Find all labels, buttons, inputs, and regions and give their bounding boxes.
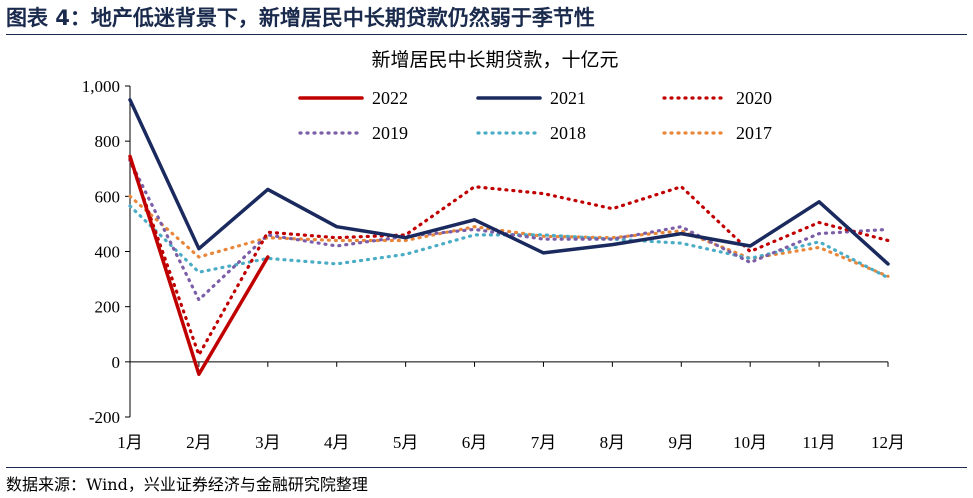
title-rule <box>6 34 967 35</box>
legend-label-2019: 2019 <box>372 123 408 143</box>
x-tick-label: 8月 <box>600 433 626 452</box>
series-group <box>128 98 890 376</box>
x-tick-label: 6月 <box>462 433 488 452</box>
x-tick-label: 1月 <box>117 433 143 452</box>
figure-title: 图表 4：地产低迷背景下，新增居民中长期贷款仍然弱于季节性 <box>6 6 595 30</box>
y-tick-label: 600 <box>95 187 121 206</box>
legend-label-2017: 2017 <box>736 123 772 143</box>
x-tick-label: 5月 <box>393 433 419 452</box>
x-tick-label: 12月 <box>871 433 905 452</box>
x-tick-label: 4月 <box>324 433 350 452</box>
series-line-2018 <box>128 204 890 280</box>
source-rule <box>6 467 967 468</box>
legend-label-2020: 2020 <box>736 88 772 108</box>
series-line-2021 <box>128 98 890 266</box>
legend: 2022 2021 2020 2019 2018 2017 <box>298 88 772 143</box>
y-tick-label: 400 <box>95 243 121 262</box>
x-tick-label: 7月 <box>531 433 557 452</box>
y-tick-label: 1,000 <box>82 77 120 96</box>
x-tick-label: 3月 <box>255 433 281 452</box>
legend-label-2022: 2022 <box>372 88 408 108</box>
axes: -200 0 200 400 600 800 1,000 1月 2月 3月 4月 5月 6月 7月 8月 9月… <box>82 77 905 452</box>
y-tick-label: 200 <box>95 298 121 317</box>
series-line-2020 <box>128 157 890 357</box>
x-tick-label: 11月 <box>802 433 835 452</box>
y-tick-label: -200 <box>89 408 120 427</box>
x-tick-label: 9月 <box>669 433 695 452</box>
y-tick-label: 800 <box>95 132 121 151</box>
y-tick-label: 0 <box>112 353 121 372</box>
source-note: 数据来源：Wind，兴业证券经济与金融研究院整理 <box>6 475 368 494</box>
legend-label-2018: 2018 <box>550 123 586 143</box>
series-line-2022 <box>128 154 270 376</box>
x-tick-label: 2月 <box>186 433 212 452</box>
legend-label-2021: 2021 <box>550 88 586 108</box>
series-line-2019 <box>128 158 890 302</box>
chart-title: 新增居民中长期贷款，十亿元 <box>371 49 618 71</box>
x-tick-label: 10月 <box>733 433 767 452</box>
